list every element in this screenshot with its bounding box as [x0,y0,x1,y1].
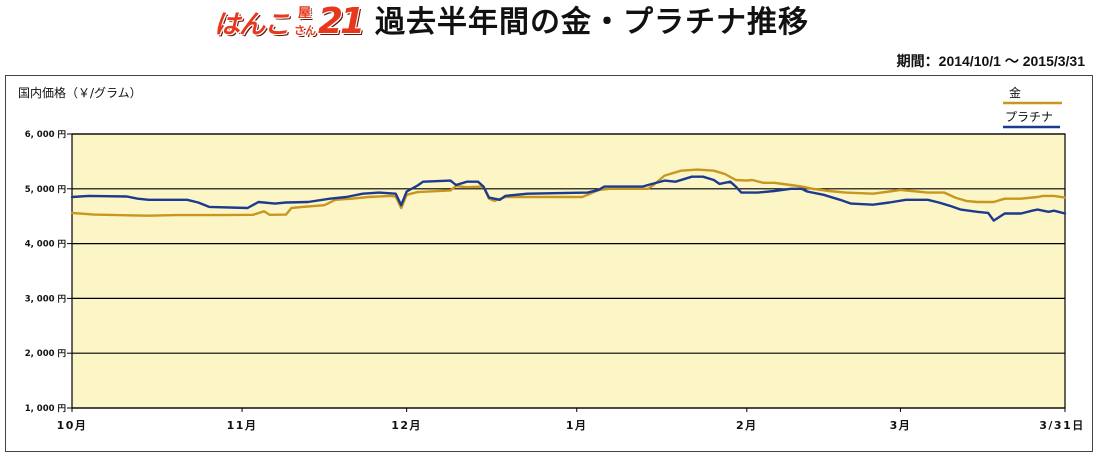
y-axis-label: 国内価格（￥/グラム） [18,85,142,100]
x-tick-label: 2月 [736,419,758,432]
gold-price-line [70,168,1067,217]
x-tick-label: 12月 [391,419,422,432]
platinum-price-line [70,175,1067,222]
logo-small-top-text: 屋 [298,6,312,21]
x-tick-label: 1月 [566,419,588,432]
y-tick-label: 5, 000 円 [25,185,66,195]
chart-title: 過去半年間の金・プラチナ推移 [375,5,809,40]
legend-label-platinum: プラチナ [1005,110,1053,124]
grid-layer [72,133,1065,409]
y-tick-label: 4, 000 円 [25,240,66,250]
x-tick-label: 11月 [227,419,258,432]
x-tick-label: 3月 [890,419,912,432]
logo-main-text: はんこ [214,10,290,40]
y-tick-label: 1, 000 円 [25,404,66,414]
legend: 金 プラチナ [1003,85,1062,129]
plot-area [71,133,1066,409]
axis-layer: 1, 000 円 2, 000 円 3, 000 円 4, 000 円 5, 000 円… [25,130,1084,432]
period-label: 期間：2014/10/1 〜 2015/3/31 [896,53,1085,69]
legend-label-gold: 金 [1009,85,1021,100]
y-tick-label: 6, 000 円 [25,130,66,140]
y-tick-label: 2, 000 円 [25,349,66,359]
y-tick-label: 3, 000 円 [25,294,66,304]
logo-number: 21 [318,1,365,42]
x-tick-label: 10月 [57,419,88,432]
chart-frame [5,75,1093,452]
brand-logo: はんこ 屋 さん 21 [214,4,368,46]
logo-small-bottom-text: さん [294,24,316,37]
series-layer [70,168,1067,222]
x-tick-label: 3/31日 [1039,419,1084,432]
